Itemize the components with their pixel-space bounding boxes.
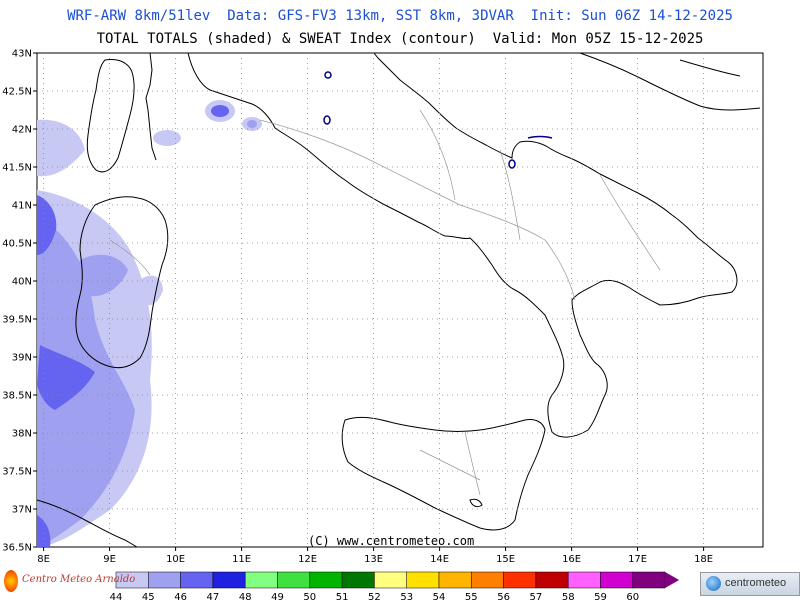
copyright-text: (C) www.centrometeo.com	[308, 534, 475, 548]
lat-label: 41N	[12, 201, 32, 212]
logo-right-text: centrometeo	[725, 577, 787, 589]
colorbar-swatch	[180, 571, 214, 589]
header-line-1: WRF-ARW 8km/51lev Data: GFS-FV3 13km, SS…	[67, 8, 733, 24]
malta-coast	[469, 498, 483, 508]
lat-label: 42N	[12, 125, 32, 136]
lat-label: 37.5N	[2, 467, 32, 478]
sardinia-coast	[75, 196, 169, 369]
colorbar-swatch	[503, 571, 537, 589]
lon-label: 15E	[496, 554, 515, 565]
lat-label: 38N	[12, 429, 32, 440]
lat-label: 39N	[12, 353, 32, 364]
colorbar-label: 44	[110, 592, 123, 600]
lon-label: 10E	[166, 554, 185, 565]
sun-icon	[4, 570, 18, 592]
centrometeo-logo: centrometeo	[700, 572, 800, 596]
colorbar-label: 47	[207, 592, 220, 600]
colorbar-swatch	[406, 571, 440, 589]
lon-label: 13E	[364, 554, 383, 565]
sweat-contours	[323, 71, 553, 169]
colorbar-label: 52	[368, 592, 381, 600]
regional-borders	[109, 109, 661, 496]
tunisia-coast	[36, 499, 138, 548]
colorbar-label: 58	[562, 592, 575, 600]
lat-label: 43N	[12, 49, 32, 60]
colorbar-swatch	[212, 571, 246, 589]
colorbar-label: 45	[142, 592, 155, 600]
latitude-labels: 43N 42.5N 42N 41.5N 41N 40.5N 40N 39.5N 39N 38.5N…	[2, 49, 37, 554]
lat-label: 41.5N	[2, 163, 32, 174]
colorbar-label: 53	[400, 592, 413, 600]
lon-label: 12E	[298, 554, 317, 565]
lat-label: 36.5N	[2, 543, 32, 554]
croatia-coast	[579, 52, 761, 111]
colorbar-label: 46	[174, 592, 187, 600]
lon-label: 8E	[37, 554, 50, 565]
colorbar-swatch	[600, 571, 634, 589]
colorbar-label: 56	[497, 592, 510, 600]
colorbar-label: 48	[239, 592, 252, 600]
header-line-2: TOTAL TOTALS (shaded) & SWEAT Index (con…	[96, 31, 704, 47]
lat-label: 39.5N	[2, 315, 32, 326]
colorbar-swatch	[632, 571, 666, 589]
colorbar-swatch	[244, 571, 278, 589]
colorbar: 44 45 46 47 48 49 50 51 52 53 54 55 56 57 58 59 60	[110, 571, 680, 600]
colorbar-arrow	[665, 572, 680, 588]
longitude-labels: 8E 9E 10E 11E 12E 13E 14E 15E 16E 17E 18E	[37, 547, 713, 565]
colorbar-label: 55	[465, 592, 478, 600]
colorbar-swatch	[148, 571, 181, 589]
colorbar-label: 54	[433, 592, 446, 600]
colorbar-swatch	[438, 571, 472, 589]
lat-lon-grid	[37, 53, 763, 547]
lon-label: 18E	[694, 554, 713, 565]
total-totals-shading	[37, 100, 262, 547]
colorbar-swatch	[567, 571, 601, 589]
lat-label: 38.5N	[2, 391, 32, 402]
colorbar-swatch	[535, 571, 569, 589]
centro-meteo-logo: Centro Meteo Arnaldo	[2, 568, 135, 596]
logo-left-text: Centro Meteo Arnaldo	[22, 574, 136, 585]
coastlines	[36, 52, 761, 548]
colorbar-swatch	[341, 571, 375, 589]
colorbar-swatch	[277, 571, 311, 589]
colorbar-label: 50	[303, 592, 316, 600]
lon-label: 11E	[232, 554, 251, 565]
lon-label: 16E	[562, 554, 581, 565]
colorbar-label: 57	[530, 592, 543, 600]
lat-label: 42.5N	[2, 87, 32, 98]
colorbar-swatch	[471, 571, 504, 589]
lon-label: 17E	[628, 554, 647, 565]
italy-coast	[145, 52, 738, 438]
lat-label: 40.5N	[2, 239, 32, 250]
colorbar-label: 59	[594, 592, 607, 600]
lat-label: 37N	[12, 505, 32, 516]
colorbar-swatch	[374, 571, 407, 589]
colorbar-swatch	[309, 571, 343, 589]
colorbar-label: 49	[271, 592, 284, 600]
corsica-coast	[86, 59, 135, 173]
sicily-coast	[341, 416, 546, 531]
lon-label: 9E	[103, 554, 116, 565]
colorbar-label: 51	[336, 592, 349, 600]
colorbar-label: 60	[626, 592, 639, 600]
globe-icon	[706, 576, 721, 591]
lon-label: 14E	[430, 554, 449, 565]
lat-label: 40N	[12, 277, 32, 288]
